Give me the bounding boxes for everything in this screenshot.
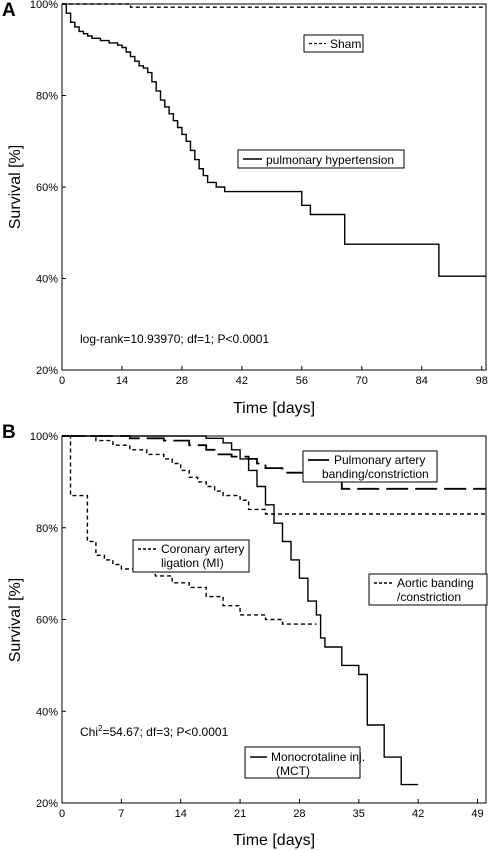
legend-sham-box (303, 34, 364, 53)
legend-mi-label-line2: ligation (MI) (161, 556, 224, 570)
panel-b-x-tick-label: 35 (353, 808, 365, 820)
panel-b-x-tick-label: 42 (412, 808, 424, 820)
panel-b-x-tick-label: 7 (118, 808, 124, 820)
legend-aortic-box (368, 573, 488, 606)
panel-b-y-tick-label: 80% (36, 523, 58, 535)
legend-sham: Sham (303, 34, 364, 53)
panel-a-x-axis: 0 14 28 42 56 70 84 98 (59, 366, 488, 387)
legend-aortic-label-line1: Aortic banding (397, 576, 474, 590)
panel-a-x-tick-label: 28 (176, 375, 188, 387)
panel-a-annotation: log-rank=10.93970; df=1; P<0.0001 (80, 332, 269, 346)
panel-b-annotation-suffix: =54.67; df=3; P<0.0001 (102, 725, 228, 739)
panel-b-series-aortic-banding-constriction-line (62, 435, 486, 515)
panel-b: B 20% 40% 60% 80% 100% 0 7 14 21 28 35 42 49 Surviv… (2, 422, 488, 849)
panel-b-letter: B (2, 422, 16, 443)
legend-mi: Coronary artery ligation (MI) (132, 539, 250, 573)
panel-b-x-axis-label: Time [days] (233, 832, 315, 849)
panel-a-y-tick-label: 80% (36, 91, 58, 103)
legend-pab: Pulmonary artery banding/constriction (302, 450, 438, 483)
panel-a-series-pulmonary-hypertension-line (62, 3, 486, 277)
panel-b-y-tick-label: 100% (30, 431, 58, 443)
panel-a-y-axis: 20% 40% 60% 80% 100% (30, 0, 66, 377)
panel-a-x-tick-label: 56 (296, 375, 308, 387)
legend-pulmonary-hypertension: pulmonary hypertension (237, 149, 405, 169)
panel-a-x-tick-label: 0 (59, 375, 65, 387)
panel-b-annotation-sup: 2 (98, 724, 103, 733)
panel-b-series-coronary-artery-ligation-mi-line (62, 435, 317, 625)
panel-b-series-monocrotaline-inj-mct-line (62, 435, 419, 786)
panel-a-plot-frame (61, 3, 487, 371)
legend-mct: Monocrotaline inj. (MCT) (244, 746, 365, 779)
panel-a-x-tick-label: 70 (356, 375, 368, 387)
legend-pab-label-line2: banding/constriction (322, 467, 429, 481)
panel-a-x-tick-label: 98 (476, 375, 488, 387)
legend-mct-label-line1: Monocrotaline inj. (271, 750, 365, 764)
panel-a-x-tick-label: 42 (236, 375, 248, 387)
panel-a-x-tick-label: 84 (416, 375, 428, 387)
panel-b-x-tick-label: 21 (234, 808, 246, 820)
panel-a-series (62, 3, 486, 277)
legend-aortic-label-line2: /constriction (397, 590, 461, 604)
panel-a: A 20% 40% 60% 80% 100% 0 14 28 42 56 70 84 98 Survi… (2, 0, 488, 417)
panel-b-y-tick-label: 40% (36, 706, 58, 718)
panel-b-annotation-prefix: Chi (80, 725, 98, 739)
legend-mi-box (132, 539, 250, 573)
panel-a-x-axis-label: Time [days] (233, 400, 315, 417)
panel-b-x-tick-label: 14 (175, 808, 187, 820)
panel-a-y-tick-label: 20% (36, 365, 58, 377)
panel-b-y-axis: 20% 40% 60% 80% 100% (30, 431, 66, 810)
panel-a-y-tick-label: 100% (30, 0, 58, 11)
panel-b-y-tick-label: 60% (36, 615, 58, 627)
panel-b-x-tick-label: 28 (293, 808, 305, 820)
panel-a-x-tick-label: 14 (116, 375, 128, 387)
legend-aortic: Aortic banding /constriction (368, 573, 488, 606)
panel-b-x-tick-label: 0 (59, 808, 65, 820)
legend-sham-label: Sham (330, 37, 361, 51)
panel-b-x-axis: 0 7 14 21 28 35 42 49 (59, 799, 484, 820)
legend-ph-box (237, 149, 405, 169)
panel-a-letter: A (2, 0, 16, 21)
panel-a-series-sham-line (62, 3, 486, 8)
panel-b-annotation: Chi2=54.67; df=3; P<0.0001 (80, 724, 229, 739)
legend-mct-box (244, 746, 361, 779)
panel-a-y-axis-label: Survival [%] (7, 145, 24, 229)
legend-pab-label-line1: Pulmonary artery (334, 453, 425, 467)
legend-mi-label-line1: Coronary artery (161, 542, 244, 556)
panel-a-y-tick-label: 40% (36, 274, 58, 286)
panel-b-y-axis-label: Survival [%] (7, 578, 24, 662)
panel-a-y-tick-label: 60% (36, 182, 58, 194)
legend-ph-label: pulmonary hypertension (266, 153, 394, 167)
panel-b-x-tick-label: 49 (471, 808, 483, 820)
legend-mct-label-line2: (MCT) (276, 764, 310, 778)
panel-b-y-tick-label: 20% (36, 798, 58, 810)
legend-pab-box (302, 450, 438, 483)
